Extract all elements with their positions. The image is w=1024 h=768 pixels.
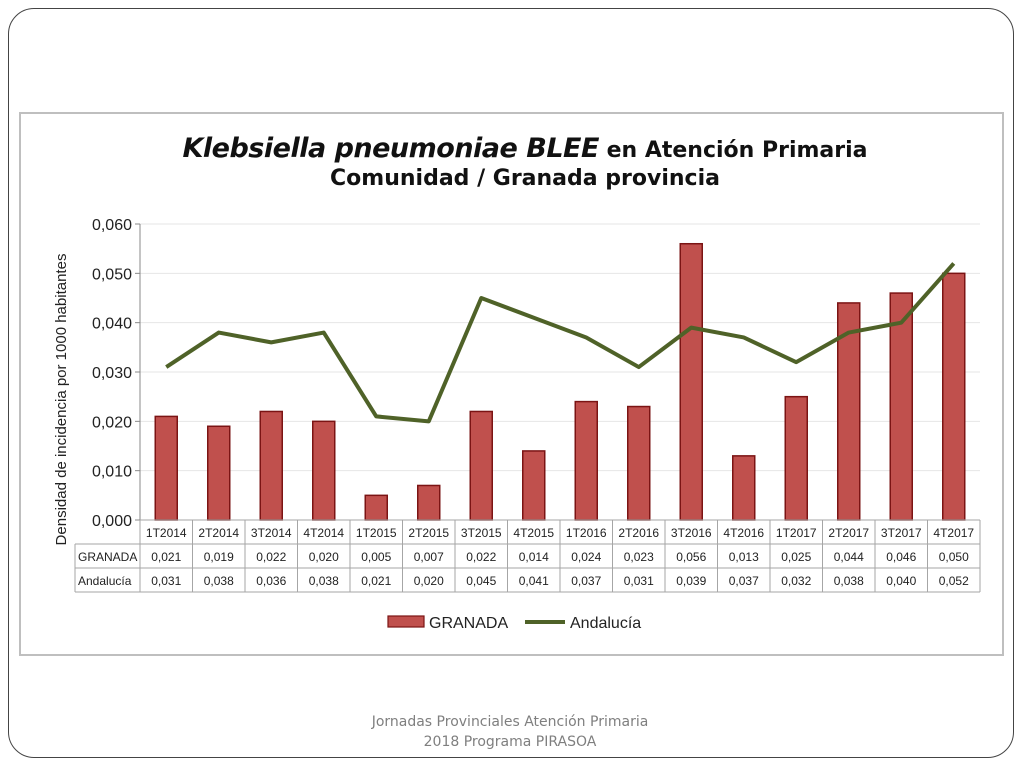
data-label-granada: 0,022 <box>466 550 496 564</box>
chart-title-italic: Klebsiella pneumoniae BLEE <box>182 133 599 164</box>
footer-line-1: Jornadas Provinciales Atención Primaria <box>371 714 649 730</box>
x-tick-label: 3T2017 <box>881 526 922 540</box>
data-label-granada: 0,022 <box>256 550 286 564</box>
x-tick-label: 2T2016 <box>618 526 659 540</box>
x-tick-label: 1T2016 <box>566 526 607 540</box>
data-label-andalucia: 0,037 <box>729 574 759 588</box>
x-tick-label: 2T2017 <box>828 526 869 540</box>
data-label-granada: 0,014 <box>519 550 549 564</box>
bar <box>522 450 546 521</box>
data-label-granada: 0,020 <box>309 550 339 564</box>
data-label-granada: 0,024 <box>571 550 601 564</box>
bar <box>574 400 598 521</box>
y-tick-label: 0,050 <box>92 266 132 283</box>
data-label-andalucia: 0,031 <box>624 574 654 588</box>
data-label-andalucia: 0,038 <box>204 574 234 588</box>
x-tick-label: 2T2015 <box>408 526 449 540</box>
y-tick-label: 0,020 <box>92 414 132 431</box>
legend-label-andalucia: Andalucía <box>570 615 641 632</box>
data-label-granada: 0,025 <box>781 550 811 564</box>
data-label-granada: 0,044 <box>834 550 864 564</box>
x-tick-label: 3T2016 <box>671 526 712 540</box>
chart-title: Klebsiella pneumoniae BLEE en Atención P… <box>150 133 900 191</box>
data-label-granada: 0,023 <box>624 550 654 564</box>
data-label-andalucia: 0,036 <box>256 574 286 588</box>
data-label-andalucia: 0,032 <box>781 574 811 588</box>
footer-line-2: 2018 Programa PIRASOA <box>423 734 597 750</box>
bar <box>784 395 808 521</box>
bar <box>942 272 966 521</box>
data-label-andalucia: 0,021 <box>361 574 391 588</box>
data-label-andalucia: 0,041 <box>519 574 549 588</box>
x-tick-label: 1T2015 <box>356 526 397 540</box>
data-label-andalucia: 0,040 <box>886 574 916 588</box>
bar <box>312 420 336 521</box>
x-tick-label: 4T2015 <box>513 526 554 540</box>
series-line-andalucia <box>165 262 956 424</box>
bar <box>417 484 441 521</box>
data-label-granada: 0,019 <box>204 550 234 564</box>
bar <box>207 425 231 521</box>
chart-subtitle: Comunidad / Granada provincia <box>330 166 720 191</box>
bar <box>364 494 388 521</box>
data-label-granada: 0,050 <box>939 550 969 564</box>
bar <box>259 410 283 521</box>
chart-title-rest: en Atención Primaria <box>598 138 868 163</box>
bar <box>627 405 651 521</box>
x-tick-label: 3T2015 <box>461 526 502 540</box>
data-label-andalucia: 0,038 <box>834 574 864 588</box>
data-label-andalucia: 0,037 <box>571 574 601 588</box>
data-label-granada: 0,056 <box>676 550 706 564</box>
y-tick-label: 0,010 <box>92 464 132 481</box>
data-label-andalucia: 0,039 <box>676 574 706 588</box>
data-label-andalucia: 0,038 <box>309 574 339 588</box>
x-tick-label: 2T2014 <box>198 526 239 540</box>
x-tick-label: 4T2014 <box>303 526 344 540</box>
bar <box>679 242 703 521</box>
data-label-granada: 0,013 <box>729 550 759 564</box>
data-label-granada: 0,005 <box>361 550 391 564</box>
footer: Jornadas Provinciales Atención Primaria … <box>300 712 720 752</box>
y-tick-label: 0,030 <box>92 365 132 382</box>
table-row-label-andalucia: Andalucía <box>78 574 132 588</box>
bar <box>469 410 493 521</box>
data-label-granada: 0,007 <box>414 550 444 564</box>
data-label-granada: 0,021 <box>151 550 181 564</box>
y-tick-label: 0,060 <box>92 217 132 234</box>
x-tick-label: 4T2016 <box>723 526 764 540</box>
x-tick-label: 4T2017 <box>933 526 974 540</box>
legend-label-granada: GRANADA <box>429 615 508 632</box>
y-tick-label: 0,040 <box>92 316 132 333</box>
y-tick-label: 0,000 <box>92 513 132 530</box>
x-tick-label: 1T2017 <box>776 526 817 540</box>
data-label-andalucia: 0,020 <box>414 574 444 588</box>
x-tick-label: 3T2014 <box>251 526 292 540</box>
bar <box>889 292 913 521</box>
y-axis-label: Densidad de incidencia por 1000 habitant… <box>53 254 70 546</box>
table-row-label-granada: GRANADA <box>78 550 137 564</box>
data-label-andalucia: 0,031 <box>151 574 181 588</box>
bar <box>154 415 178 521</box>
x-tick-label: 1T2014 <box>146 526 187 540</box>
bar <box>732 455 756 521</box>
data-label-granada: 0,046 <box>886 550 916 564</box>
data-label-andalucia: 0,045 <box>466 574 496 588</box>
legend-swatch-granada <box>387 615 425 628</box>
data-label-andalucia: 0,052 <box>939 574 969 588</box>
